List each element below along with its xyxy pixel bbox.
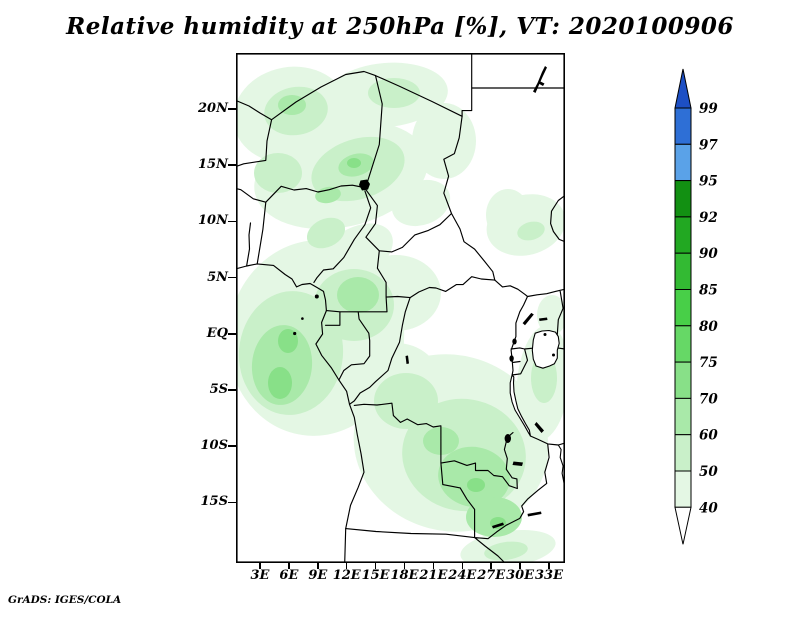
- lon-tick-label: 30E: [506, 568, 535, 583]
- colorbar-segment: [674, 470, 692, 508]
- borders-west-africa: [236, 184, 365, 267]
- lon-tick: [461, 563, 464, 569]
- lon-tick: [259, 563, 261, 569]
- lat-tick-label: 15N: [198, 157, 228, 173]
- colorbar-label: 40: [699, 500, 718, 516]
- lake-tanganyika: [509, 374, 531, 437]
- lon-tick-label: 12E: [332, 568, 361, 583]
- map-frame: [236, 53, 565, 563]
- lat-tick-label: EQ: [206, 325, 228, 341]
- lake-victoria-island: [543, 333, 547, 336]
- island-bioko: [314, 294, 319, 299]
- lake-albert: [522, 312, 534, 326]
- colorbar-label: 85: [699, 283, 718, 299]
- map-canvas: [236, 53, 565, 563]
- colorbar-segment: [674, 216, 692, 254]
- grads-credit: GrADS: IGES/COLA: [8, 594, 122, 606]
- lon-tick-label: 15E: [361, 568, 390, 583]
- border-nigeria-cameroon: [313, 190, 372, 283]
- lon-tick-label: 33E: [535, 568, 563, 583]
- lon-tick-label: 6E: [279, 568, 299, 583]
- lat-tick: [228, 220, 236, 223]
- lon-tick: [288, 563, 290, 569]
- borders-cameroon-gabon-congo: [324, 250, 411, 381]
- colorbar-segment: [674, 397, 692, 436]
- colorbar-segment: [674, 361, 692, 399]
- colorbar-segment: [674, 252, 692, 290]
- lake-kariba: [492, 522, 504, 529]
- lake-cahora-bassa: [527, 511, 542, 517]
- lake-bangweulu: [512, 461, 523, 466]
- colorbar-label: 50: [699, 464, 718, 480]
- lon-tick: [519, 563, 521, 569]
- colorbar-segment: [674, 180, 692, 218]
- colorbar-label: 80: [699, 319, 718, 335]
- coastline-west-africa: [236, 263, 365, 563]
- colorbar-segment: [674, 289, 692, 327]
- humidity-shading-70-75: [268, 158, 506, 529]
- colorbar-arrow-bottom: [674, 506, 692, 545]
- colorbar-label: 99: [699, 101, 718, 117]
- colorbar-label: 70: [699, 391, 718, 407]
- colorbar-label: 92: [699, 210, 718, 226]
- lon-tick: [548, 563, 550, 569]
- lake-edward: [512, 338, 517, 345]
- colorbar: 99 97 95 92 90 85 80 75 70 60 50 40: [674, 68, 718, 545]
- borders-angola-zambia-drc: [345, 402, 559, 563]
- colorbar-segment: [674, 143, 692, 182]
- lake-nasser: [533, 66, 547, 93]
- colorbar-label: 95: [699, 174, 718, 190]
- lat-tick: [228, 164, 236, 166]
- lon-tick: [432, 563, 435, 569]
- lake-mai-ndombe: [405, 355, 409, 364]
- lake-victoria: [531, 329, 560, 369]
- island-principe: [301, 317, 304, 320]
- lat-tick-label: 5S: [209, 382, 228, 397]
- borders-sahara: [236, 53, 565, 168]
- lat-tick: [228, 501, 236, 504]
- colorbar-label: 97: [699, 137, 718, 153]
- lon-tick: [403, 563, 406, 569]
- lon-tick-label: 21E: [419, 568, 448, 583]
- lon-tick-label: 3E: [250, 568, 270, 583]
- lon-tick-label: 9E: [308, 568, 328, 583]
- lat-tick-label: 10S: [200, 438, 228, 454]
- lon-tick-label: 18E: [390, 568, 419, 583]
- lat-tick-label: 20N: [198, 101, 228, 116]
- lon-tick: [345, 563, 348, 569]
- borders-car-drc-congo: [348, 276, 496, 405]
- lat-tick: [228, 108, 236, 110]
- plot-title: Relative humidity at 250hPa [%], VT: 202…: [66, 13, 734, 40]
- borders-east-africa: [494, 194, 565, 376]
- lat-tick-label: 15S: [200, 494, 228, 510]
- lake-kyoga: [539, 317, 548, 321]
- colorbar-label: 60: [699, 428, 718, 444]
- lat-tick: [228, 389, 236, 391]
- lake-mweru: [504, 434, 511, 443]
- colorbar-arrow-top: [674, 68, 692, 109]
- colorbar-segment: [674, 434, 692, 472]
- lake-rukwa: [534, 422, 544, 433]
- colorbar-label: 90: [699, 246, 718, 262]
- lat-tick-label: 10N: [198, 213, 228, 229]
- colorbar-segment: [674, 325, 692, 363]
- colorbar-label: 75: [699, 355, 718, 371]
- lat-tick: [228, 276, 236, 279]
- borders-chad-car-sudan: [365, 115, 496, 281]
- lake-victoria-island: [552, 353, 555, 357]
- lat-tick-label: 5N: [207, 269, 228, 285]
- lon-tick-label: 24E: [448, 568, 477, 583]
- lon-tick: [317, 563, 319, 569]
- island-sao-tome: [293, 331, 297, 336]
- colorbar-segment: [674, 107, 692, 145]
- lat-tick: [228, 445, 236, 447]
- lon-tick: [490, 563, 492, 569]
- lon-tick-label: 27E: [477, 568, 506, 583]
- lat-tick: [228, 333, 236, 335]
- lake-malawi: [557, 442, 565, 491]
- lon-tick: [374, 563, 377, 569]
- lake-chad: [359, 179, 370, 191]
- lake-kivu: [509, 355, 514, 362]
